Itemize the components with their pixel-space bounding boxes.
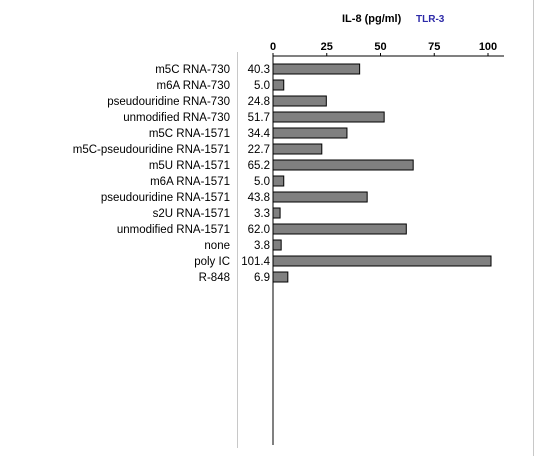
bar bbox=[272, 79, 285, 91]
category-label: m6A RNA-1571 bbox=[150, 176, 230, 188]
category-label: unmodified RNA-730 bbox=[123, 112, 230, 124]
value-label: 24.8 bbox=[248, 96, 270, 108]
category-label: poly IC bbox=[194, 256, 230, 268]
bar bbox=[272, 63, 361, 75]
chart-title: IL-8 (pg/ml) bbox=[342, 13, 402, 25]
bar bbox=[272, 95, 327, 107]
value-label: 101.4 bbox=[241, 256, 270, 268]
x-tick-label: 100 bbox=[479, 41, 497, 53]
value-label: 5.0 bbox=[254, 176, 270, 188]
value-label: 3.8 bbox=[254, 240, 270, 252]
x-tick-label: 0 bbox=[270, 41, 276, 53]
bar bbox=[272, 175, 285, 187]
category-label: s2U RNA-1571 bbox=[153, 208, 230, 220]
x-tick-label: 75 bbox=[428, 41, 440, 53]
left-panel-divider bbox=[237, 52, 238, 448]
category-label: m5C RNA-730 bbox=[155, 64, 230, 76]
value-label: 40.3 bbox=[248, 64, 270, 76]
category-label: none bbox=[204, 240, 230, 252]
bar bbox=[272, 111, 385, 123]
value-label: 5.0 bbox=[254, 80, 270, 92]
category-label: pseudouridine RNA-1571 bbox=[101, 192, 230, 204]
value-label: 6.9 bbox=[254, 272, 270, 284]
value-label: 62.0 bbox=[248, 224, 270, 236]
category-label: m6A RNA-730 bbox=[156, 80, 230, 92]
value-label: 51.7 bbox=[248, 112, 270, 124]
value-label: 65.2 bbox=[248, 160, 270, 172]
bar bbox=[272, 143, 323, 155]
bars-group: m5C RNA-730 40.3 m6A RNA-730 5.0 pseudouridi… bbox=[73, 63, 492, 284]
chart-subtitle: TLR-3 bbox=[416, 14, 445, 25]
category-label: pseudouridine RNA-730 bbox=[107, 96, 230, 108]
category-label: unmodified RNA-1571 bbox=[117, 224, 230, 236]
bar bbox=[272, 255, 492, 267]
bar bbox=[272, 271, 289, 283]
right-panel-divider bbox=[533, 0, 534, 456]
value-label: 34.4 bbox=[248, 128, 271, 140]
value-label: 43.8 bbox=[248, 192, 270, 204]
bar bbox=[272, 239, 282, 251]
bar bbox=[272, 207, 281, 219]
bar bbox=[272, 191, 368, 203]
bar bbox=[272, 159, 414, 171]
category-label: m5C RNA-1571 bbox=[149, 128, 230, 140]
category-label: m5C-pseudouridine RNA-1571 bbox=[73, 144, 230, 156]
x-axis-ticks: 0 25 50 75 100 bbox=[270, 41, 497, 56]
bar bbox=[272, 223, 407, 235]
value-label: 22.7 bbox=[248, 144, 270, 156]
value-label: 3.3 bbox=[254, 208, 270, 220]
category-label: m5U RNA-1571 bbox=[149, 160, 230, 172]
x-tick-label: 25 bbox=[321, 41, 333, 53]
x-tick-label: 50 bbox=[374, 41, 386, 53]
bar bbox=[272, 127, 348, 139]
category-label: R-848 bbox=[199, 272, 230, 284]
